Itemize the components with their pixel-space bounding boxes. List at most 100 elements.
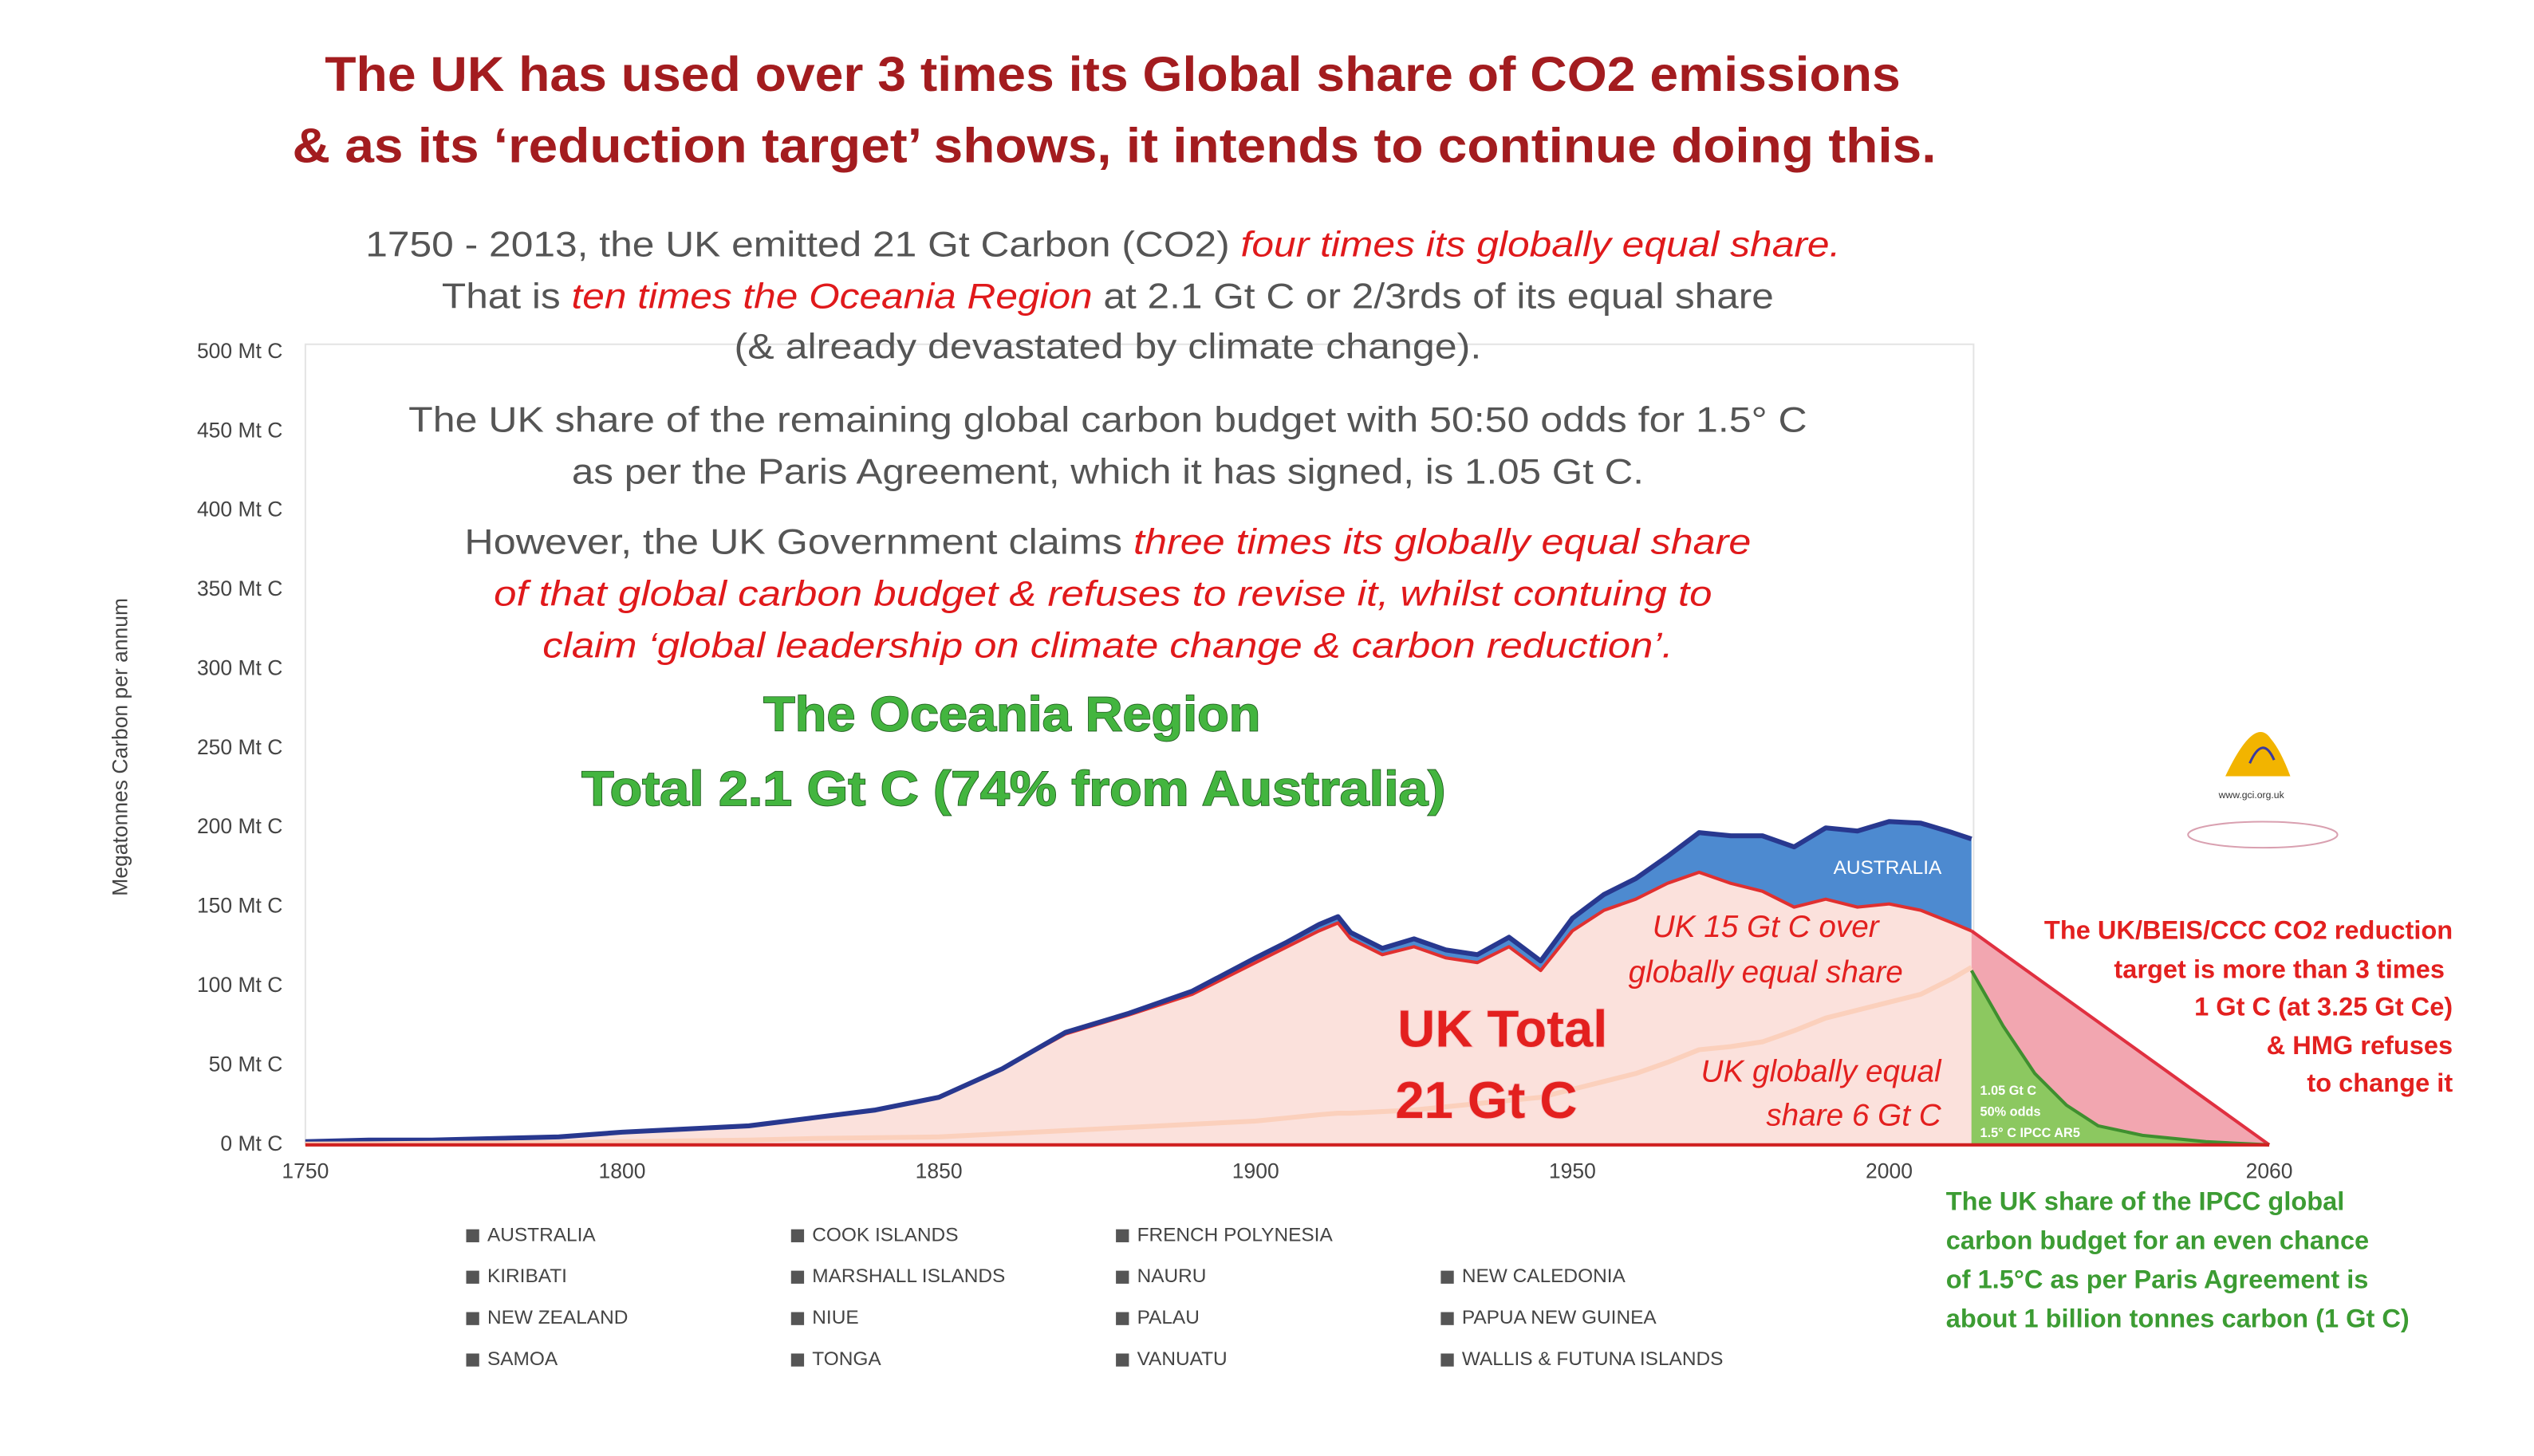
text: at 2.1 Gt C or 2/3rds of its equal share (1093, 277, 1774, 317)
logo-text: www.gci.org.uk (2218, 789, 2285, 801)
legend-label: NAURU (1137, 1265, 1207, 1287)
text: However, the UK Government claims (464, 521, 1133, 561)
y-tick-label: 0 Mt C (220, 1131, 282, 1155)
y-tick-label: 400 Mt C (197, 498, 282, 521)
y-tick-label: 200 Mt C (197, 814, 282, 838)
annotation: to change it (2307, 1068, 2453, 1097)
legend-swatch (466, 1270, 479, 1284)
legend-swatch (1116, 1312, 1129, 1325)
marks (305, 819, 2271, 1147)
legend-label: WALLIS & FUTUNA ISLANDS (1462, 1348, 1724, 1370)
legend-label: COOK ISLANDS (812, 1224, 958, 1245)
legend-label: AUSTRALIA (487, 1224, 596, 1245)
legend-label: FRENCH POLYNESIA (1137, 1224, 1334, 1245)
legend-swatch (1440, 1312, 1454, 1325)
area (305, 821, 1972, 1142)
annotation: share 6 Gt C (1766, 1098, 1941, 1132)
paragraph: 1750 - 2013, the UK emitted 21 Gt Carbon… (365, 224, 1840, 264)
logo-shape (2187, 820, 2339, 849)
x-tick-label: 1850 (916, 1159, 963, 1183)
legend-label: NEW ZEALAND (487, 1307, 628, 1328)
legend-swatch (1440, 1270, 1454, 1284)
y-tick-label: 300 Mt C (197, 655, 282, 679)
x-tick-label: 1950 (1549, 1159, 1596, 1183)
text: four times its globally equal share. (1241, 224, 1841, 264)
legend-swatch (466, 1353, 479, 1367)
legend-swatch (790, 1353, 805, 1367)
legend-swatch (1440, 1353, 1454, 1367)
y-tick-label: 150 Mt C (197, 894, 282, 918)
annotation: & HMG refuses (2267, 1031, 2453, 1060)
legend-label: NEW CALEDONIA (1462, 1265, 1626, 1287)
legend-swatch (790, 1229, 805, 1242)
annotation: The UK share of the IPCC global (1946, 1187, 2345, 1216)
paragraph: claim ‘global leadership on climate chan… (542, 625, 1673, 665)
line (1970, 929, 2271, 1147)
legend-label: PALAU (1137, 1307, 1200, 1328)
legend-swatch (1116, 1270, 1129, 1284)
x-tick-label: 1900 (1232, 1159, 1279, 1183)
text: That is (442, 277, 572, 317)
text: 1750 - 2013, the UK emitted 21 Gt Carbon… (365, 224, 1240, 264)
annotation: about 1 billion tonnes carbon (1 Gt C) (1946, 1304, 2410, 1332)
paragraph: (& already devastated by climate change)… (735, 327, 1482, 367)
oceania-heading: The Oceania Region (763, 687, 1260, 741)
annotation: 50% odds (1980, 1104, 2041, 1119)
x-tick-label: 1800 (599, 1159, 646, 1183)
text: ten times the Oceania Region (572, 277, 1093, 317)
oceania-heading: Total 2.1 Gt C (74% from Australia) (581, 761, 1445, 816)
paragraph: as per the Paris Agreement, which it has… (572, 452, 1644, 492)
legend-label: TONGA (812, 1348, 881, 1370)
annotation: AUSTRALIA (1834, 857, 1942, 879)
legend-swatch (466, 1229, 479, 1242)
annotation: The UK/BEIS/CCC CO2 reduction (2044, 916, 2453, 945)
annotation: 1 Gt C (at 3.25 Gt Ce) (2194, 992, 2453, 1021)
paragraph: However, the UK Government claims three … (464, 521, 1751, 561)
line (1969, 970, 2270, 1147)
annotation: of 1.5°C as per Paris Agreement is (1946, 1265, 2369, 1293)
legend-label: PAPUA NEW GUINEA (1462, 1307, 1657, 1328)
line (305, 965, 1973, 1147)
legend-swatch (790, 1312, 805, 1325)
logo-shape (2248, 746, 2276, 764)
y-tick-label: 500 Mt C (197, 339, 282, 363)
legend-label: SAMOA (487, 1348, 558, 1370)
logo-shape (2225, 731, 2291, 777)
legend-label: VANUATU (1137, 1348, 1228, 1370)
annotation: UK Total (1397, 999, 1607, 1057)
annotation: carbon budget for an even chance (1946, 1226, 2369, 1255)
legend-label: MARSHALL ISLANDS (812, 1265, 1005, 1287)
annotation: target is more than 3 times (2114, 954, 2445, 983)
y-axis-label: Megatonnes Carbon per annum (108, 598, 132, 896)
area (1971, 970, 2270, 1145)
y-tick-label: 50 Mt C (209, 1052, 283, 1076)
annotation: globally equal share (1629, 955, 1903, 990)
line (305, 819, 1972, 1144)
legend-label: KIRIBATI (487, 1265, 567, 1287)
legend-label: NIUE (812, 1307, 858, 1328)
legend-swatch (466, 1312, 479, 1325)
paragraph: That is ten times the Oceania Region at … (442, 277, 1774, 317)
text: three times its globally equal share (1133, 521, 1751, 561)
legend-swatch (790, 1270, 805, 1284)
x-tick-label: 1750 (282, 1159, 329, 1183)
annotations: AUSTRALIA UK 15 Gt C over globally equal… (1394, 731, 2453, 1332)
title: The UK has used over 3 times its Global … (325, 47, 1900, 101)
x-tick-label: 2000 (1866, 1159, 1913, 1183)
annotation: 1.05 Gt C (1980, 1084, 2037, 1098)
legend-swatch (1116, 1229, 1129, 1242)
legend-swatch (1116, 1353, 1129, 1367)
paragraph: The UK share of the remaining global car… (408, 399, 1807, 439)
x-tick-label: 2060 (2246, 1159, 2293, 1183)
title: & as its ‘reduction target’ shows, it in… (293, 119, 1937, 173)
annotation: 21 Gt C (1395, 1071, 1577, 1129)
annotation: UK globally equal (1701, 1054, 1942, 1088)
y-tick-label: 100 Mt C (197, 973, 282, 997)
y-tick-label: 250 Mt C (197, 735, 282, 759)
y-tick-label: 450 Mt C (197, 418, 282, 442)
paragraph: of that global carbon budget & refuses t… (494, 573, 1712, 613)
area (305, 872, 1972, 1145)
annotation: 1.5° C IPCC AR5 (1980, 1126, 2080, 1140)
